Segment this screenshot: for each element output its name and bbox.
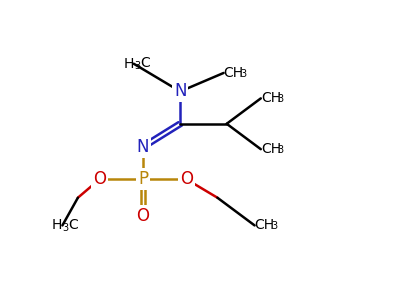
Text: CH: CH <box>261 92 281 105</box>
Text: $_3$: $_3$ <box>240 66 247 80</box>
Text: N: N <box>174 82 186 100</box>
Text: CH: CH <box>224 66 244 80</box>
Text: $_3$C: $_3$C <box>134 56 151 72</box>
Text: O: O <box>180 170 193 188</box>
Text: H: H <box>52 218 62 233</box>
Text: O: O <box>93 170 106 188</box>
Text: $_3$: $_3$ <box>271 218 278 233</box>
Text: $_3$: $_3$ <box>277 142 284 156</box>
Text: $_3$C: $_3$C <box>62 217 80 234</box>
Text: $_3$: $_3$ <box>277 92 284 105</box>
Text: H: H <box>123 57 134 71</box>
Text: P: P <box>138 170 148 188</box>
Text: CH: CH <box>255 218 275 233</box>
Text: CH: CH <box>261 142 281 156</box>
Text: O: O <box>136 207 150 225</box>
Text: N: N <box>137 138 149 156</box>
